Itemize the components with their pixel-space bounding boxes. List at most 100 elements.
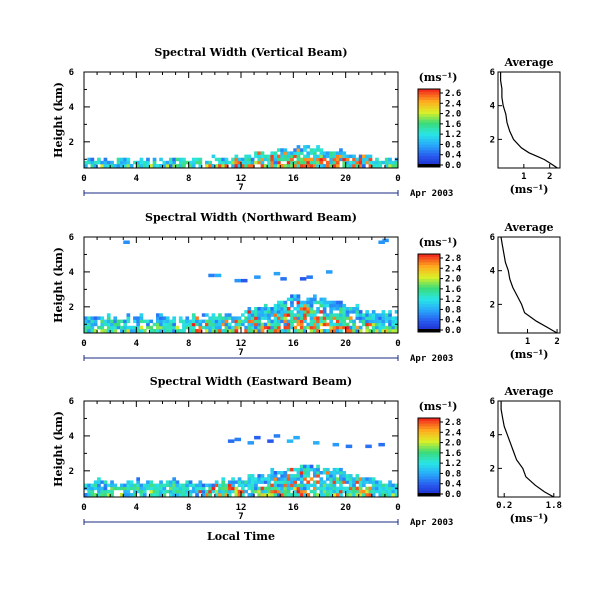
heatmap-cell bbox=[162, 483, 167, 488]
heatmap-cell bbox=[165, 164, 170, 168]
heatmap-cell bbox=[332, 154, 337, 159]
average-x-axis-label: (ms⁻¹) bbox=[510, 512, 549, 525]
heatmap-cell bbox=[142, 483, 147, 488]
heatmap-cell bbox=[159, 319, 163, 324]
heatmap-cell bbox=[335, 307, 340, 311]
heatmap-cell bbox=[388, 325, 392, 330]
heatmap-cell bbox=[156, 489, 160, 494]
heatmap-cell bbox=[273, 477, 278, 481]
heatmap-cell bbox=[211, 319, 216, 324]
y-axis-label: Height (km) bbox=[52, 247, 65, 323]
heatmap-cell bbox=[165, 316, 170, 320]
heatmap-cell bbox=[296, 300, 301, 305]
heatmap-cell bbox=[87, 493, 91, 497]
heatmap-cell bbox=[254, 477, 258, 481]
heatmap-cell bbox=[87, 322, 91, 327]
heatmap-cell bbox=[146, 325, 150, 330]
heatmap-cell bbox=[263, 157, 268, 162]
heatmap-cell bbox=[208, 329, 212, 333]
heatmap-cell bbox=[90, 319, 95, 324]
heatmap-cell bbox=[362, 164, 366, 168]
heatmap-cell bbox=[394, 310, 399, 314]
heatmap-cell bbox=[84, 493, 88, 497]
heatmap-cell bbox=[218, 489, 222, 494]
colorbar-swatch bbox=[418, 153, 440, 157]
heatmap-cell bbox=[293, 297, 297, 302]
heatmap-cell bbox=[100, 489, 105, 494]
heatmap-cell bbox=[165, 483, 170, 488]
heatmap-cell bbox=[303, 486, 307, 491]
heatmap-cell bbox=[227, 322, 232, 327]
heatmap-cell bbox=[381, 493, 386, 497]
heatmap-cell bbox=[227, 316, 232, 320]
heatmap-cell bbox=[136, 322, 140, 327]
heatmap-cell bbox=[394, 319, 399, 324]
heatmap-cell bbox=[149, 489, 154, 494]
heatmap-cell bbox=[208, 319, 212, 324]
heatmap-cell bbox=[381, 483, 386, 488]
heatmap-cell bbox=[306, 325, 311, 330]
heatmap-cell bbox=[159, 489, 163, 494]
colorbar-swatch bbox=[418, 445, 440, 450]
heatmap-cell bbox=[142, 493, 147, 497]
heatmap-cell bbox=[384, 325, 389, 330]
heatmap-cell bbox=[172, 477, 176, 481]
heatmap-cell bbox=[178, 329, 183, 333]
heatmap-cell bbox=[375, 480, 379, 484]
heatmap-cell bbox=[100, 319, 105, 324]
heatmap-cell bbox=[182, 329, 186, 333]
heatmap-cell bbox=[123, 325, 127, 330]
heatmap-cell bbox=[283, 322, 288, 327]
colorbar-swatch bbox=[418, 133, 440, 137]
heatmap-cell bbox=[224, 316, 229, 320]
colorbar-swatch bbox=[418, 479, 440, 483]
colorbar-swatch bbox=[418, 326, 440, 330]
heatmap-cell bbox=[97, 157, 101, 162]
x-tick-label: 12 bbox=[236, 174, 247, 184]
heatmap-cell bbox=[247, 164, 252, 168]
colorbar-swatch bbox=[418, 293, 440, 297]
heatmap-cell bbox=[329, 319, 333, 324]
heatmap-cell bbox=[316, 480, 320, 484]
heatmap-cell bbox=[257, 307, 262, 311]
heatmap-cell bbox=[247, 329, 252, 333]
heatmap-cell bbox=[290, 294, 294, 298]
heatmap-cell bbox=[345, 477, 350, 481]
heatmap-cell bbox=[329, 151, 333, 155]
heatmap-cell bbox=[293, 316, 297, 320]
heatmap-cell bbox=[270, 313, 275, 317]
heatmap-cell bbox=[329, 303, 333, 308]
heatmap-cell bbox=[201, 486, 206, 491]
heatmap-cell bbox=[247, 477, 252, 481]
heatmap-cell bbox=[273, 316, 278, 320]
heatmap-cell bbox=[270, 307, 275, 311]
colorbar-swatch bbox=[418, 105, 440, 109]
heatmap-cell bbox=[273, 486, 278, 491]
date-tick: 7 bbox=[238, 512, 243, 522]
heatmap-cell bbox=[142, 319, 147, 324]
heatmap-cell bbox=[100, 316, 105, 320]
heatmap-cell bbox=[329, 310, 333, 314]
heatmap-cell bbox=[322, 319, 327, 324]
heatmap-cell bbox=[286, 477, 291, 481]
heatmap-cell bbox=[87, 157, 91, 162]
colorbar-tick-label: 2.8 bbox=[445, 418, 461, 428]
heatmap-cell bbox=[224, 157, 229, 162]
heatmap-cell bbox=[286, 474, 291, 478]
heatmap-cell bbox=[326, 493, 330, 497]
heatmap-cell bbox=[218, 493, 222, 497]
colorbar-swatch bbox=[418, 287, 440, 291]
heatmap-cell bbox=[254, 483, 258, 488]
heatmap-cell bbox=[296, 164, 301, 168]
colorbar-swatch bbox=[418, 315, 440, 319]
heatmap-cell bbox=[322, 483, 327, 488]
colorbar-swatch bbox=[418, 122, 440, 126]
heatmap-cell bbox=[169, 164, 173, 168]
heatmap-cell bbox=[218, 319, 222, 324]
heatmap-cell bbox=[319, 151, 324, 155]
heatmap-cell bbox=[123, 493, 127, 497]
heatmap-cell bbox=[332, 160, 337, 165]
y-tick-label: 4 bbox=[69, 432, 75, 442]
colorbar-swatch bbox=[418, 309, 440, 313]
heatmap-cell bbox=[106, 316, 111, 320]
